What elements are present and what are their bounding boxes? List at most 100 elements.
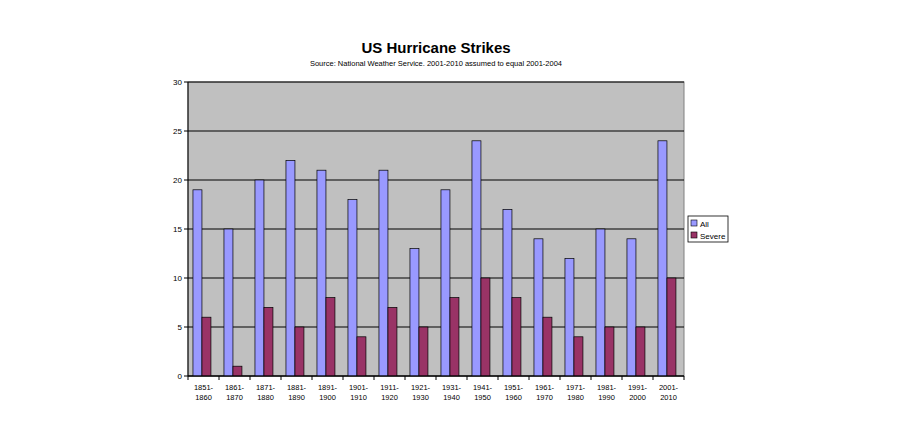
label-line: 1900: [319, 393, 336, 402]
bar: [286, 160, 295, 376]
bar: [627, 239, 636, 376]
x-tick-label: 1901-1910: [349, 383, 369, 402]
x-tick-label: 1851-1860: [194, 383, 214, 402]
y-tick: [184, 131, 188, 132]
x-tick: [374, 376, 375, 380]
bar: [565, 258, 574, 376]
legend-label: Severe: [700, 232, 726, 241]
y-tick: [184, 180, 188, 181]
y-tick: [184, 327, 188, 328]
label-line: 1940: [443, 393, 460, 402]
bar: [441, 190, 450, 376]
legend-label: All: [700, 220, 709, 229]
label-line: 2010: [660, 393, 677, 402]
x-tick: [281, 376, 282, 380]
chart-svg: US Hurricane Strikes Source: National Wea…: [0, 0, 900, 441]
bar: [326, 298, 335, 376]
x-tick-label: 1991-2000: [628, 383, 648, 402]
x-tick-label: 1871-1880: [256, 383, 276, 402]
y-tick: [184, 376, 188, 377]
x-tick-label: 1951-1960: [504, 383, 524, 402]
x-tick: [591, 376, 592, 380]
label-line: 1990: [598, 393, 615, 402]
label-line: 1891-: [318, 383, 338, 392]
bar: [388, 307, 397, 376]
bar: [574, 337, 583, 376]
grid-line: [188, 131, 684, 132]
plot-area: [188, 82, 684, 376]
bar: [503, 209, 512, 376]
label-line: 1961-: [535, 383, 555, 392]
x-tick-label: 1861-1870: [225, 383, 245, 402]
x-tick-label: 1971-1980: [566, 383, 586, 402]
y-tick: [184, 82, 188, 83]
x-tick: [405, 376, 406, 380]
bar: [202, 317, 211, 376]
label-line: 1980: [567, 393, 584, 402]
label-line: 2001-: [659, 383, 679, 392]
bar: [596, 229, 605, 376]
bar: [534, 239, 543, 376]
label-line: 1981-: [597, 383, 617, 392]
label-line: 1991-: [628, 383, 648, 392]
x-tick-label: 1911-1920: [380, 383, 399, 402]
label-line: 1950: [474, 393, 491, 402]
label-line: 1960: [505, 393, 522, 402]
label-line: 1921-: [411, 383, 431, 392]
bar: [379, 170, 388, 376]
legend-swatch: [691, 220, 697, 226]
label-line: 1871-: [256, 383, 276, 392]
y-tick-label: 25: [173, 127, 182, 136]
bar: [472, 141, 481, 376]
y-tick: [184, 278, 188, 279]
bar: [224, 229, 233, 376]
bar: [481, 278, 490, 376]
label-line: 1970: [536, 393, 553, 402]
label-line: 1870: [226, 393, 243, 402]
x-tick-label: 1981-1990: [597, 383, 617, 402]
label-line: 1881-: [287, 383, 307, 392]
bar: [295, 327, 304, 376]
x-tick-label: 1941-1950: [473, 383, 493, 402]
label-line: 1880: [257, 393, 274, 402]
bar: [264, 307, 273, 376]
label-line: 1941-: [473, 383, 493, 392]
x-tick: [219, 376, 220, 380]
legend-swatch: [691, 232, 697, 238]
bar: [348, 200, 357, 376]
bar: [419, 327, 428, 376]
legend-box: [688, 216, 728, 242]
y-tick: [184, 229, 188, 230]
bar: [605, 327, 614, 376]
x-tick: [343, 376, 344, 380]
subtitle: Source: National Weather Service. 2001-2…: [310, 59, 562, 68]
y-tick-label: 5: [178, 323, 183, 332]
x-tick-label: 1881-1890: [287, 383, 307, 402]
bar: [317, 170, 326, 376]
bar: [543, 317, 552, 376]
x-tick-label: 2001-2010: [659, 383, 679, 402]
x-tick: [436, 376, 437, 380]
y-tick-label: 0: [178, 372, 183, 381]
label-line: 1920: [381, 393, 398, 402]
x-tick-label: 1891-1900: [318, 383, 338, 402]
x-tick: [312, 376, 313, 380]
label-line: 1971-: [566, 383, 586, 392]
x-tick: [560, 376, 561, 380]
chart-root: US Hurricane Strikes Source: National Wea…: [0, 0, 900, 441]
x-tick: [653, 376, 654, 380]
y-axis: [188, 82, 189, 376]
label-line: 1861-: [225, 383, 245, 392]
title: US Hurricane Strikes: [361, 39, 510, 56]
bar: [357, 337, 366, 376]
bar: [233, 366, 242, 376]
bar: [450, 298, 459, 376]
x-tick: [250, 376, 251, 380]
label-line: 1911-: [380, 383, 399, 392]
y-tick-label: 10: [173, 274, 182, 283]
y-tick-label: 15: [173, 225, 182, 234]
label-line: 1910: [350, 393, 367, 402]
x-tick-label: 1961-1970: [535, 383, 555, 402]
x-tick: [467, 376, 468, 380]
bar: [658, 141, 667, 376]
